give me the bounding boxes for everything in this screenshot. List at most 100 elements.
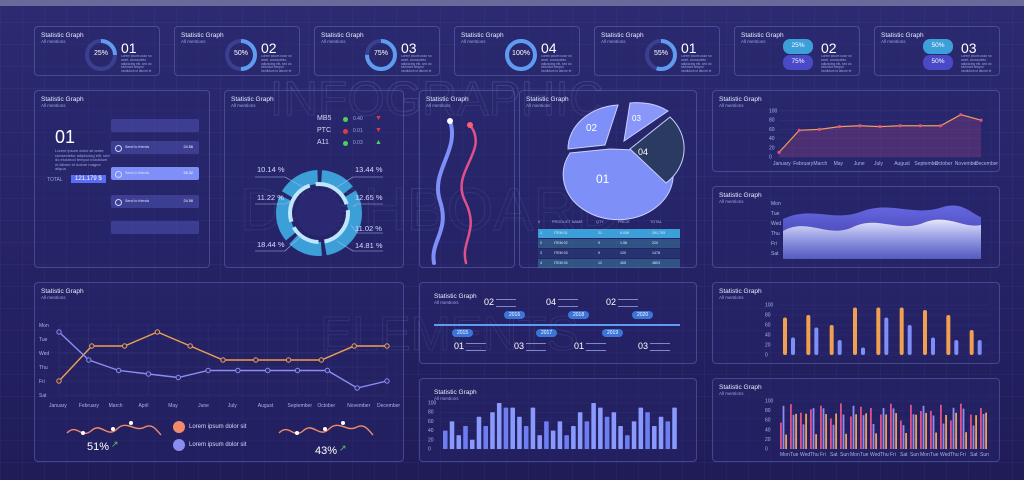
line-point bbox=[979, 118, 983, 122]
gauge-percent: 100% bbox=[512, 50, 530, 57]
y-tick: 60 bbox=[765, 323, 771, 329]
table-cell: ITEM 02 bbox=[554, 241, 568, 245]
bar bbox=[503, 407, 509, 449]
y-tick: 0 bbox=[428, 447, 431, 453]
series-violet-point bbox=[56, 329, 62, 335]
bar-chart-panel: Statistic Graph All mentions 100 80 60 40 20… bbox=[419, 378, 697, 462]
line-point bbox=[878, 125, 882, 129]
panel-subtitle: All mentions bbox=[231, 103, 256, 108]
bar bbox=[645, 412, 650, 449]
x-tick: Sun bbox=[910, 452, 919, 458]
table-cell: 220 bbox=[652, 241, 658, 245]
panel-subtitle: All mentions bbox=[719, 199, 744, 204]
donut-label-right: 13.44 % bbox=[355, 165, 383, 174]
x-tick: November bbox=[347, 403, 370, 409]
y-tick: 40 bbox=[765, 427, 771, 433]
y-tick: Mon bbox=[771, 201, 781, 207]
product-table: # PRODUCT NAME QTY PRICE TOTAL 1 ITEM 01 21 9.00… bbox=[538, 219, 680, 268]
list-item[interactable]: Send to friends 24.56 bbox=[111, 195, 199, 208]
list-item[interactable]: Send to friends 24.56 bbox=[111, 141, 199, 154]
bar-violet bbox=[862, 415, 865, 449]
bar bbox=[449, 421, 455, 449]
bar-violet bbox=[822, 408, 825, 449]
timeline-year[interactable]: 2019 bbox=[602, 329, 624, 337]
table-row: 1 ITEM 01 21 9.006 291.793 bbox=[538, 229, 680, 238]
list-item[interactable]: Send to friends 26.32 bbox=[111, 167, 199, 180]
gauge-panel: Statistic Graph All mentions 75% 03 Lorem ip… bbox=[314, 26, 440, 76]
series-violet-point bbox=[235, 367, 241, 374]
sparkline-point bbox=[323, 427, 327, 431]
gauge-split-top bbox=[923, 39, 953, 54]
wave-area-chart: Mon Tue Wed Thu Fri Sat bbox=[771, 201, 981, 259]
y-tick: 60 bbox=[769, 127, 775, 133]
total-label: TOTAL bbox=[47, 177, 63, 183]
x-tick: Sat bbox=[830, 452, 838, 458]
table-cell: 1478 bbox=[652, 251, 660, 255]
x-tick: Wed bbox=[800, 452, 810, 458]
list-item-value: 24.56 bbox=[183, 199, 193, 203]
bar bbox=[483, 426, 488, 449]
table-header-cell: # bbox=[538, 220, 541, 224]
bar-pink bbox=[810, 409, 812, 449]
bar-violet bbox=[982, 413, 985, 449]
timeline-text-lines bbox=[650, 343, 670, 351]
gauge-number: 01 bbox=[121, 40, 137, 56]
wavy-line-pink bbox=[460, 123, 477, 265]
donut-center bbox=[296, 190, 342, 236]
bar bbox=[476, 416, 482, 449]
bar-orange bbox=[865, 413, 867, 449]
dense-bars-panel: Statistic Graph All mentions 100 80 60 40 20… bbox=[712, 378, 1000, 462]
gauge-split-bottom bbox=[783, 55, 813, 70]
series-violet-point bbox=[384, 378, 390, 384]
y-tick: 0 bbox=[765, 353, 768, 359]
series-orange-point bbox=[384, 343, 390, 349]
bar-orange bbox=[795, 413, 797, 449]
line-point bbox=[777, 150, 781, 154]
line-point bbox=[797, 128, 801, 132]
series-violet-point bbox=[175, 374, 181, 381]
bar-pink bbox=[940, 404, 942, 449]
x-tick: Thu bbox=[950, 452, 959, 458]
y-tick: 80 bbox=[769, 118, 775, 124]
line-point bbox=[898, 124, 902, 128]
panel-subtitle: All mentions bbox=[719, 103, 744, 108]
wavy-line-blue bbox=[431, 119, 454, 265]
bar-violet bbox=[837, 340, 842, 355]
gauge-fill bbox=[225, 39, 257, 71]
legend-dot bbox=[343, 129, 348, 134]
timeline-year[interactable]: 2017 bbox=[536, 329, 558, 337]
gauge-ring bbox=[783, 39, 813, 70]
timeline-year[interactable]: 2015 bbox=[452, 329, 474, 337]
panel-title: Statistic Graph bbox=[41, 96, 84, 103]
timeline-year[interactable]: 2020 bbox=[632, 311, 654, 319]
panel-subtitle: All mentions bbox=[434, 300, 459, 305]
list-item-icon bbox=[115, 145, 122, 152]
bar bbox=[469, 439, 475, 449]
bar-orange bbox=[905, 432, 907, 449]
x-tick: Fri bbox=[820, 452, 826, 458]
series-violet-point bbox=[145, 371, 152, 377]
timeline-year[interactable]: 2018 bbox=[568, 311, 590, 319]
gauge-percent: 25% bbox=[93, 50, 108, 57]
list-item-text: Send to friends bbox=[125, 199, 150, 203]
timeline-number: 01 bbox=[574, 341, 585, 351]
gauge-percent: 75% bbox=[373, 50, 388, 57]
gauge-ring bbox=[85, 39, 117, 71]
donut-label-left: 11.22 % bbox=[257, 193, 284, 202]
timeline-year[interactable]: 2016 bbox=[504, 311, 526, 319]
table-cell: 405 bbox=[620, 261, 626, 265]
donut-ring-outer bbox=[276, 170, 362, 256]
panel-title: Statistic Graph bbox=[231, 96, 274, 103]
table-header-cell: TOTAL bbox=[650, 220, 662, 224]
bar-orange bbox=[969, 330, 974, 355]
list-item[interactable] bbox=[111, 119, 199, 132]
bar-orange bbox=[985, 412, 987, 449]
list-number: 01 bbox=[55, 127, 76, 147]
bar-pink bbox=[800, 412, 802, 449]
list-item[interactable] bbox=[111, 221, 199, 234]
y-tick: 40 bbox=[769, 136, 775, 142]
arrow-up-icon: ▲ bbox=[375, 139, 382, 146]
x-tick: Tue bbox=[790, 452, 799, 458]
x-tick: August bbox=[258, 403, 274, 409]
